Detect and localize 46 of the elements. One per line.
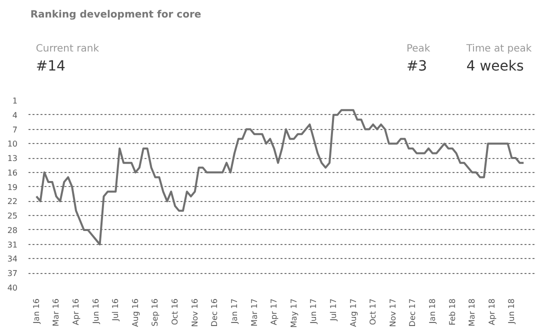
- x-tick-label: Jul 17: [328, 298, 338, 322]
- y-tick-label: 25: [7, 212, 18, 221]
- x-tick-label: Dec 17: [408, 298, 418, 327]
- x-tick-label: Jun 18: [507, 298, 516, 325]
- text: Current rank: [36, 44, 100, 54]
- x-tick-label: Jun 16: [91, 298, 100, 325]
- chart-title: Ranking development for core: [30, 10, 202, 20]
- x-tick-label: May 17: [289, 298, 298, 328]
- y-tick-label: 1: [12, 96, 18, 106]
- x-tick-label: Feb 18: [448, 298, 457, 326]
- x-tick-label: Jan 18: [428, 298, 438, 325]
- y-tick-label: 13: [7, 154, 18, 164]
- x-tick-label: Apr 17: [270, 298, 279, 326]
- x-tick-label: Nov 17: [388, 298, 398, 327]
- y-tick-label: 4: [12, 110, 18, 120]
- y-tick-label: 19: [7, 182, 18, 192]
- text: Time at peak: [465, 44, 532, 54]
- x-tick-label: Aug 17: [348, 298, 358, 327]
- x-tick-label: Mar 16: [52, 298, 61, 326]
- text: Peak: [406, 44, 430, 54]
- x-tick-label: Jan 16: [32, 298, 41, 325]
- x-tick-label: Mar 18: [468, 298, 477, 326]
- x-tick-label: Jul 16: [111, 298, 120, 322]
- text: 4 weeks: [466, 58, 524, 74]
- x-tick-label: Jun 17: [309, 298, 318, 325]
- text: #3: [406, 58, 428, 74]
- y-tick-label: 34: [7, 254, 18, 264]
- x-tick-label: Jan 17: [230, 298, 239, 325]
- x-tick-label: Mar 17: [250, 298, 259, 326]
- x-tick-label: Apr 18: [487, 298, 496, 326]
- x-tick-label: Aug 16: [130, 298, 140, 327]
- y-tick-label: 28: [7, 226, 18, 235]
- x-tick-label: Apr 16: [72, 298, 81, 326]
- x-tick-label: Dec 16: [210, 298, 220, 327]
- y-tick-label: 7: [12, 125, 18, 134]
- y-tick-label: 22: [7, 197, 18, 206]
- y-tick-label: 16: [7, 168, 18, 178]
- x-tick-label: Sep 16: [150, 298, 160, 326]
- x-tick-label: Nov 16: [190, 298, 200, 327]
- text: #14: [36, 58, 66, 74]
- y-tick-label: 31: [7, 240, 18, 250]
- y-tick-label: 37: [7, 269, 18, 278]
- y-tick-label: 40: [7, 284, 18, 292]
- x-tick-label: Oct 17: [368, 298, 378, 326]
- x-tick-label: Oct 16: [170, 298, 180, 326]
- y-tick-label: 10: [7, 140, 18, 149]
